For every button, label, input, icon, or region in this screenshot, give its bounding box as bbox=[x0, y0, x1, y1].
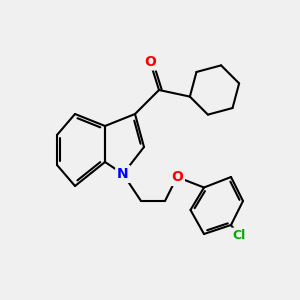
Text: N: N bbox=[117, 167, 129, 181]
Text: O: O bbox=[144, 55, 156, 68]
Text: O: O bbox=[171, 170, 183, 184]
Text: Cl: Cl bbox=[232, 230, 245, 242]
